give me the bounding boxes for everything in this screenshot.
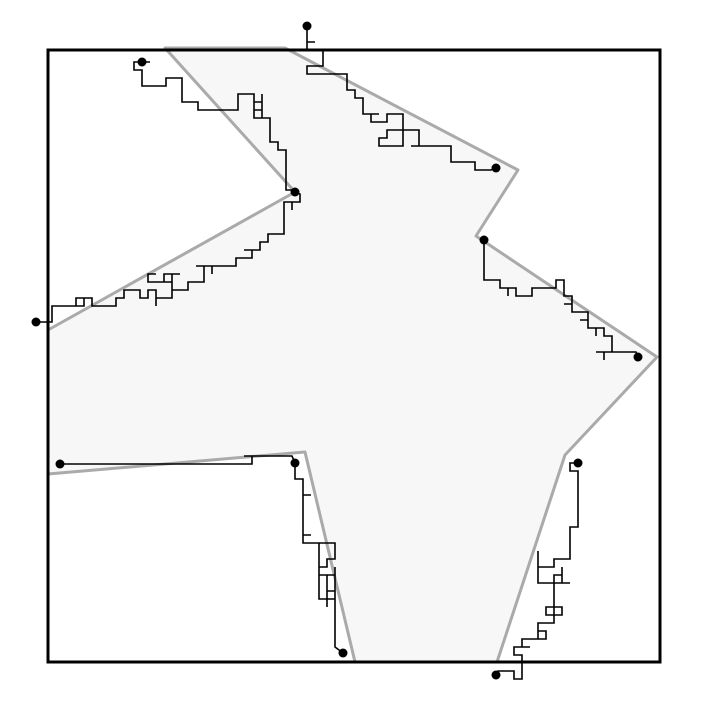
endpoint-dot (491, 670, 501, 680)
lattice-path-6 (60, 455, 296, 465)
frame-border (46, 48, 662, 664)
endpoint-dot (491, 163, 501, 173)
endpoint-dot (302, 21, 312, 31)
endpoint-dot (633, 352, 643, 362)
lattice-path-2 (36, 191, 301, 323)
lattice-path-7 (294, 463, 344, 654)
lattice-path-4 (483, 240, 639, 360)
lattice-path-5 (495, 462, 579, 680)
endpoint-dot (55, 459, 65, 469)
paths-layer (36, 26, 639, 680)
endpoints-layer (31, 21, 643, 680)
endpoint-dot (290, 458, 300, 468)
endpoint-dot (31, 317, 41, 327)
lattice-path-1 (133, 61, 296, 193)
endpoint-dot (290, 187, 300, 197)
endpoint-dot (479, 235, 489, 245)
endpoint-dot (573, 458, 583, 468)
lattice-path-3 (306, 26, 497, 171)
endpoint-dot (137, 57, 147, 67)
shaded-region (46, 46, 659, 664)
endpoint-dot (338, 648, 348, 658)
